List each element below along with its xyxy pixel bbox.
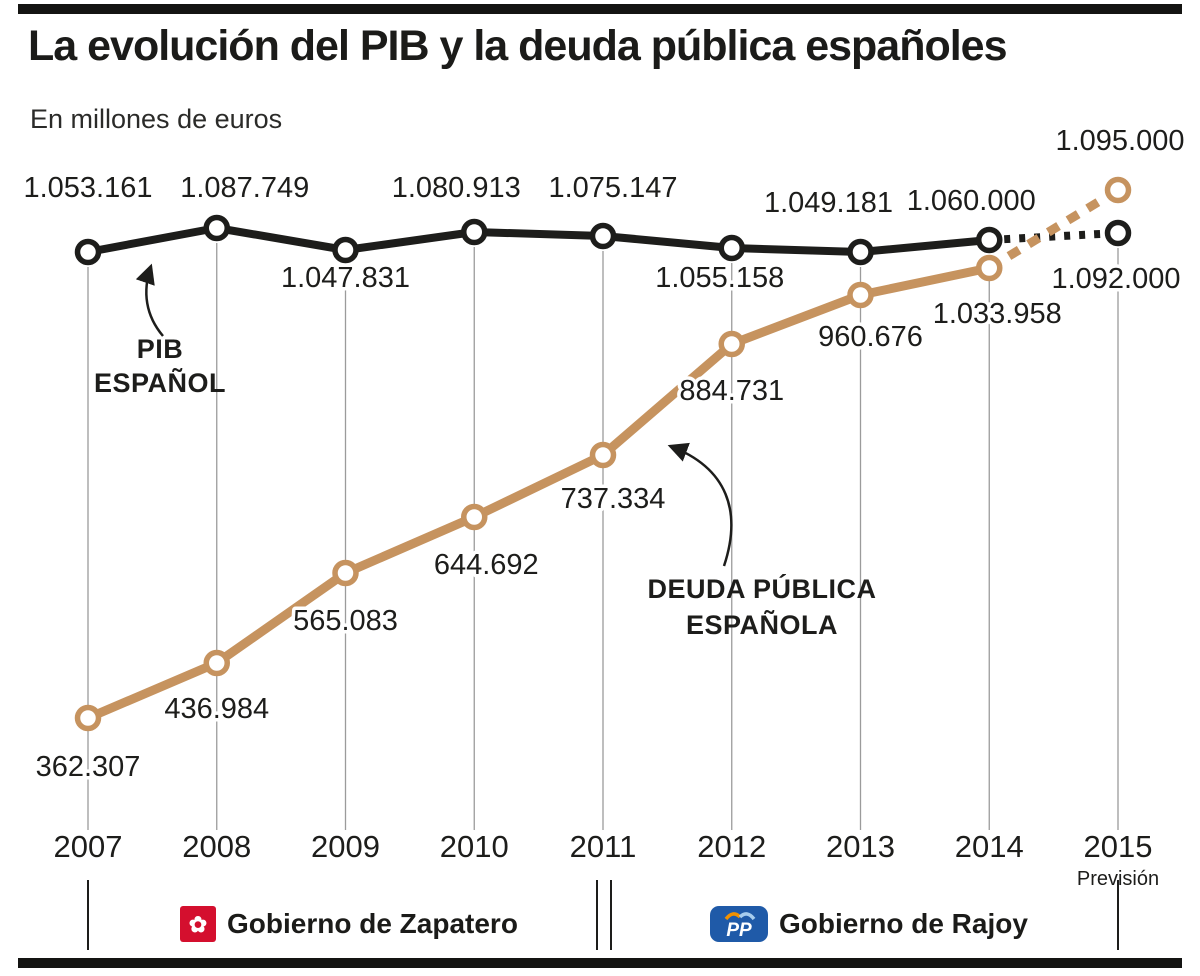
legend-rajoy: PP Gobierno de Rajoy [710, 906, 1028, 942]
deuda-point-2009 [332, 559, 359, 587]
deuda-value-label-2008: 436.984 [164, 693, 269, 725]
deuda-series-label: ESPAÑOLA [686, 609, 838, 640]
legend-rajoy-label: Gobierno de Rajoy [779, 908, 1028, 939]
deuda-point-2014 [976, 254, 1003, 282]
psoe-rose-glyph: ✿ [189, 912, 207, 937]
deuda-value-label-2011: 737.334 [561, 483, 666, 515]
pib-value-label-2015: 1.092.000 [1051, 263, 1180, 295]
pib-value-label-2008: 1.087.749 [180, 172, 309, 204]
pib-point-2011 [589, 222, 617, 250]
pib-point-2014 [976, 226, 1003, 254]
pib-line [84, 224, 994, 256]
deuda-value-label-2010: 644.692 [434, 549, 539, 581]
pib-series-label: PIB [137, 334, 184, 364]
deuda-value-label-2012: 884.731 [679, 375, 784, 407]
deuda-point-2012 [718, 330, 745, 358]
pib-value-label-2009: 1.047.831 [281, 262, 410, 294]
pib-value-label-2012: 1.055.158 [655, 262, 784, 294]
deuda-value-label-2013: 960.676 [818, 321, 923, 353]
pib-value-label-2011: 1.075.147 [548, 172, 677, 204]
deuda-line [83, 263, 994, 723]
pib-value-label-2010: 1.080.913 [392, 172, 521, 204]
deuda-point-2011 [589, 441, 617, 469]
pib-point-2012 [718, 234, 745, 262]
x-tick-2010: 2010 [440, 829, 509, 864]
deuda-point-2013 [847, 281, 874, 309]
deuda-series-label: DEUDA PÚBLICA [648, 573, 877, 604]
x-tick-2011: 2011 [570, 829, 637, 864]
x-tick-2015: 2015 [1084, 829, 1153, 864]
top-rule [18, 4, 1182, 14]
psoe-logo: ✿ [180, 906, 216, 942]
pp-gull-right [738, 912, 756, 921]
pib-point-2007 [74, 238, 102, 266]
deuda-value-label-2009: 565.083 [293, 605, 398, 637]
deuda-value-label-2015: 1.095.000 [1055, 125, 1184, 157]
deuda-value-label-2007: 362.307 [36, 751, 141, 783]
x-tick-2007: 2007 [54, 829, 123, 864]
pib-value-label-2007: 1.053.161 [23, 172, 152, 204]
pib-series-label: ESPAÑOL [94, 367, 226, 398]
pib-value-label-2014: 1.060.000 [907, 185, 1036, 217]
chart-title: La evolución del PIB y la deuda pública … [28, 22, 1008, 70]
pib-point-2015 [1104, 219, 1132, 247]
pib-value-label-2013: 1.049.181 [764, 187, 893, 219]
x-tick-2014: 2014 [955, 829, 1024, 864]
pib-line-forecast [989, 229, 1119, 244]
x-tick-2012: 2012 [697, 829, 766, 864]
pib-point-2008 [203, 214, 230, 242]
chart-subtitle: En millones de euros [30, 104, 283, 134]
legend-zapatero-label: Gobierno de Zapatero [227, 908, 518, 939]
deuda-point-2007 [74, 704, 102, 732]
deuda-point-2015 [1104, 176, 1132, 204]
annotation-arrow-1 [667, 442, 733, 567]
pp-logo: PP [710, 906, 768, 942]
pp-gull-left [724, 912, 742, 921]
deuda-point-2010 [461, 503, 488, 531]
x-tick-2013: 2013 [826, 829, 895, 864]
pib-point-2010 [461, 218, 488, 246]
pp-logo-text: PP [726, 920, 752, 941]
x-note-prevision: Previsión [1077, 868, 1159, 890]
x-tick-2009: 2009 [311, 829, 380, 864]
deuda-point-2008 [203, 649, 230, 677]
deuda-value-label-2014: 1.033.958 [933, 298, 1062, 330]
bottom-rule [18, 958, 1182, 968]
deuda-line-forecast [986, 186, 1121, 272]
pib-point-2009 [332, 236, 359, 264]
x-tick-2008: 2008 [182, 829, 251, 864]
legend-zapatero: ✿ Gobierno de Zapatero [180, 906, 518, 942]
annotation-arrow-0 [135, 263, 164, 337]
pib-point-2013 [847, 238, 874, 266]
